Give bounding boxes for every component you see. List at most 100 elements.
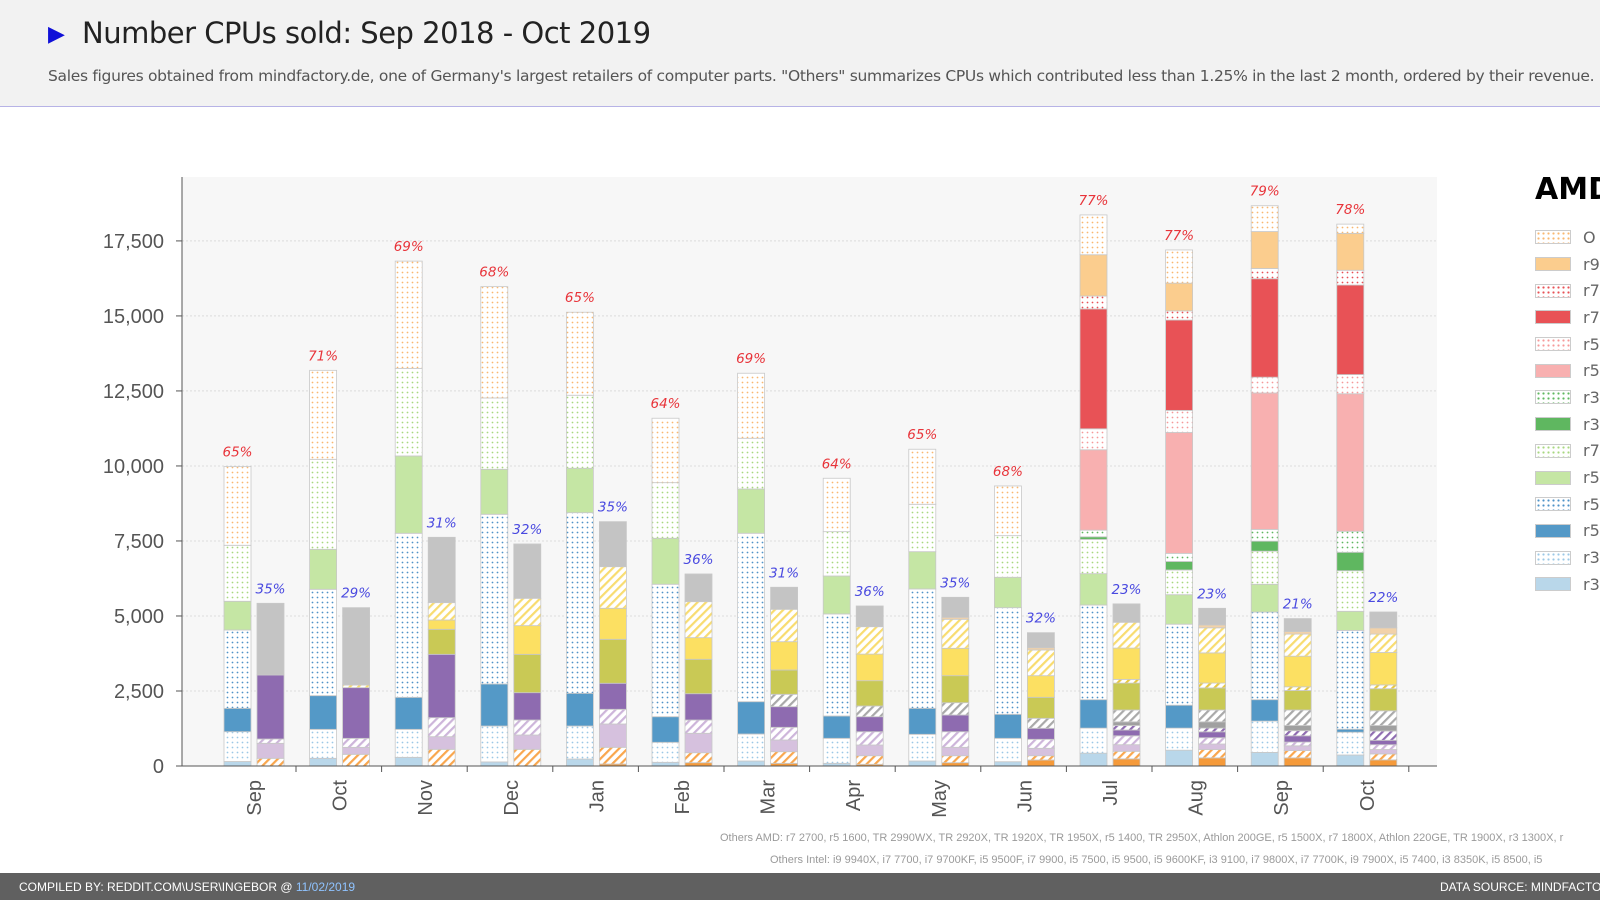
bar-segment-intel-4 [1027, 727, 1055, 740]
x-tick-label: Nov [415, 780, 437, 816]
bar-segment-intel-3 [427, 717, 456, 738]
bar-segment-amd-0 [309, 757, 338, 767]
bar-segment-intel-4 [427, 653, 456, 719]
bar-segment-intel-1 [1027, 755, 1055, 761]
bar-segment-amd-6 [1336, 551, 1365, 572]
data-source: DATA SOURCE: MINDFACTOR [1440, 880, 1600, 894]
bar-segment-intel-2 [1283, 745, 1312, 752]
bar-segment-amd-1 [994, 737, 1022, 763]
share-label-amd: 77% [1164, 228, 1194, 244]
bar-segment-intel-5 [1283, 730, 1312, 737]
bar-segment-amd-8 [1079, 449, 1108, 531]
bar-segment-intel-7 [941, 702, 970, 716]
bar-segment-intel-11 [342, 684, 371, 689]
bar-segment-amd-0 [223, 761, 252, 767]
legend-swatch [1535, 283, 1571, 298]
bar-segment-intel-0 [1112, 758, 1141, 767]
share-label-intel: 35% [940, 575, 970, 591]
share-label-amd: 69% [736, 351, 766, 367]
bar-segment-intel-0 [1198, 757, 1226, 767]
x-tick-label: Oct [1357, 780, 1379, 812]
bar-segment-intel-3 [1283, 741, 1312, 747]
y-tick-label: 15,000 [103, 306, 164, 328]
bar-segment-amd-4 [566, 467, 594, 514]
bar-segment-amd-13 [309, 369, 338, 460]
bar-segment-amd-13 [1165, 249, 1193, 284]
bar-segment-amd-13 [1336, 223, 1365, 234]
bar-segment-intel-7 [855, 705, 884, 718]
legend-swatch [1535, 497, 1571, 512]
bar-segment-amd-2 [822, 715, 851, 739]
bar-segment-intel-13 [1112, 603, 1141, 623]
bar-segment-intel-4 [1112, 729, 1141, 737]
bar-segment-amd-0 [1336, 754, 1365, 767]
play-triangle-icon[interactable]: ▶ [48, 22, 65, 47]
bar-segment-amd-8 [1336, 393, 1365, 532]
bar-segment-intel-1 [770, 751, 798, 764]
legend-label: r5 [1583, 494, 1600, 514]
bar-segment-amd-5 [737, 437, 765, 490]
bar-segment-amd-2 [223, 707, 252, 733]
bar-segment-intel-5 [1369, 730, 1398, 741]
legend-item: r5 [1535, 464, 1600, 491]
bar-segment-intel-4 [684, 693, 713, 721]
bar-segment-amd-1 [737, 733, 765, 762]
share-labels: 65% 35% 71% 29% 69% 31% 68% 32% 65% 35% 64% 36% 69% 3… [222, 184, 1398, 627]
bar-segment-amd-4 [309, 548, 338, 590]
bar-segment-amd-5 [394, 367, 423, 457]
bar-segment-amd-9 [1336, 374, 1365, 395]
legend-swatch [1535, 310, 1571, 325]
share-label-intel: 21% [1283, 597, 1313, 613]
legend-swatch [1535, 390, 1571, 405]
bar-segment-amd-0 [1079, 752, 1108, 767]
bar-segment-amd-10 [1165, 319, 1193, 411]
share-label-amd: 78% [1335, 202, 1365, 218]
bar-segment-amd-4 [908, 551, 937, 590]
bar-segment-intel-6 [1112, 721, 1141, 726]
bar-segment-intel-11 [1369, 633, 1398, 653]
bar-segment-intel-3 [1198, 737, 1226, 745]
bar-segment-amd-3 [223, 629, 252, 709]
share-label-amd: 71% [308, 348, 338, 364]
bar-segment-amd-7 [1079, 529, 1108, 538]
bar-segment-amd-4 [737, 488, 765, 534]
share-label-amd: 64% [822, 456, 852, 472]
bar-segment-intel-2 [855, 744, 884, 757]
bar-segment-intel-8 [513, 653, 542, 694]
bar-segment-intel-8 [770, 669, 798, 695]
others-amd-note: Others AMD: r7 2700, r5 1600, TR 2990WX,… [720, 832, 1564, 844]
share-label-amd: 68% [993, 464, 1023, 480]
bar-segment-amd-0 [480, 761, 509, 767]
bar-segment-intel-11 [770, 608, 798, 643]
bar-segment-amd-10 [1250, 278, 1279, 378]
bar-segment-amd-2 [994, 713, 1022, 739]
bar-segment-amd-7 [1165, 552, 1193, 562]
bar-segment-amd-13 [994, 485, 1022, 537]
bar-segment-intel-4 [513, 692, 542, 721]
legend-item: r7 [1535, 277, 1600, 304]
bar-segment-amd-6 [1250, 540, 1279, 552]
bar-segment-intel-11 [941, 618, 970, 649]
bar-segment-intel-10 [427, 619, 456, 630]
bar-segment-intel-2 [684, 732, 713, 754]
y-tick-label: 2,500 [114, 681, 164, 703]
bar-segment-intel-13 [770, 586, 798, 610]
bar-segment-intel-7 [1198, 709, 1226, 723]
bar-segment-amd-1 [651, 741, 680, 763]
bar-segment-intel-1 [684, 752, 713, 764]
bar-segment-amd-11 [1336, 269, 1365, 286]
share-label-intel: 29% [341, 586, 371, 602]
legend-label: r7 [1583, 281, 1600, 301]
bar-segment-intel-1 [1198, 749, 1226, 759]
bar-segment-amd-1 [566, 725, 594, 760]
bar-segment-intel-5 [1112, 725, 1141, 731]
bar-segment-amd-5 [1079, 538, 1108, 575]
bar-segment-amd-13 [737, 372, 765, 439]
bar-segment-amd-1 [223, 731, 252, 762]
header: ▶ Number CPUs sold: Sep 2018 - Oct 2019 … [0, 0, 1600, 107]
bar-segment-intel-5 [1198, 727, 1226, 733]
legend-item: r5 [1535, 491, 1600, 518]
bar-segment-intel-8 [855, 680, 884, 707]
bar-segment-intel-1 [342, 753, 371, 767]
legend-swatch [1535, 363, 1571, 378]
